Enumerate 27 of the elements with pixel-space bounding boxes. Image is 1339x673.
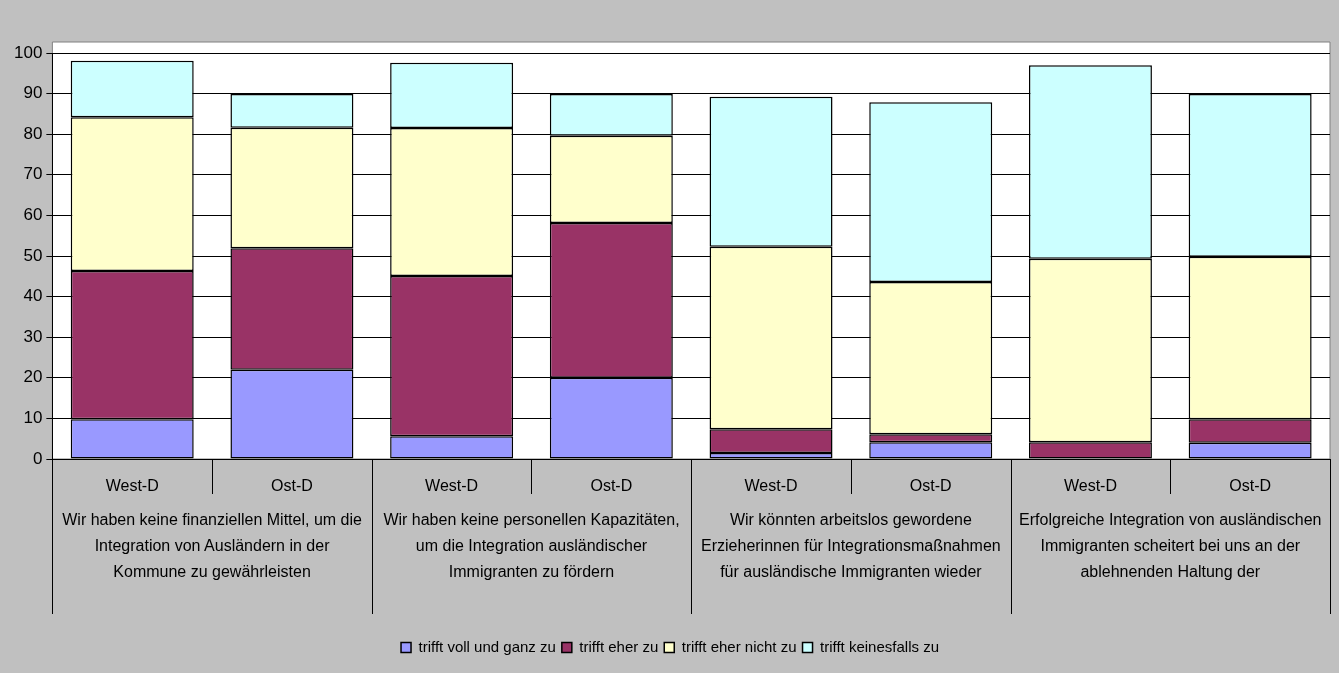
y-tick-label: 10 bbox=[23, 408, 43, 428]
x-tick-label: Ost-D bbox=[590, 477, 633, 495]
legend-label: trifft eher zu bbox=[579, 637, 659, 655]
legend-label: trifft eher nicht zu bbox=[681, 637, 797, 655]
y-tick-label: 100 bbox=[13, 42, 43, 62]
x-tick-label: Ost-D bbox=[909, 477, 952, 495]
text: Wir haben keine finanziellen Mittel, um die Integration von Ausländern in der Kommune zu gewährleisten bbox=[62, 511, 363, 581]
y-tick-label: 40 bbox=[23, 286, 43, 306]
x-tick-label: West-D bbox=[744, 477, 798, 495]
y-tick-label: 50 bbox=[23, 245, 43, 265]
text: Wir könnten arbeitslos gewordene Erzieherinnen für Integrationsmaßnahmen für ausländische Immigranten wieder bbox=[701, 511, 1001, 581]
text: Wir haben keine personellen Kapazitäten, um die Integration ausländischer Immigranten zu fördern bbox=[383, 511, 680, 581]
legend-label: trifft voll und ganz zu bbox=[418, 637, 556, 655]
y-tick-label: 70 bbox=[23, 164, 43, 184]
x-tick-label: West-D bbox=[105, 477, 159, 495]
y-tick-label: 60 bbox=[23, 205, 43, 225]
x-tick-label: West-D bbox=[1063, 477, 1117, 495]
text: Erfolgreiche Integration von ausländischen Immigranten scheitert bei uns an der ablehnenden Haltung der bbox=[1019, 511, 1322, 581]
y-tick-label: 30 bbox=[23, 326, 43, 346]
y-tick-label: 90 bbox=[23, 83, 43, 103]
y-tick-label: 20 bbox=[23, 367, 43, 387]
x-tick-label: Ost-D bbox=[271, 477, 313, 495]
y-tick-label: 80 bbox=[23, 123, 43, 143]
y-tick-label: 0 bbox=[32, 448, 43, 468]
x-tick-label: West-D bbox=[425, 477, 479, 495]
x-tick-label: Ost-D bbox=[1229, 477, 1272, 495]
legend-label: trifft keinesfalls zu bbox=[820, 637, 939, 655]
